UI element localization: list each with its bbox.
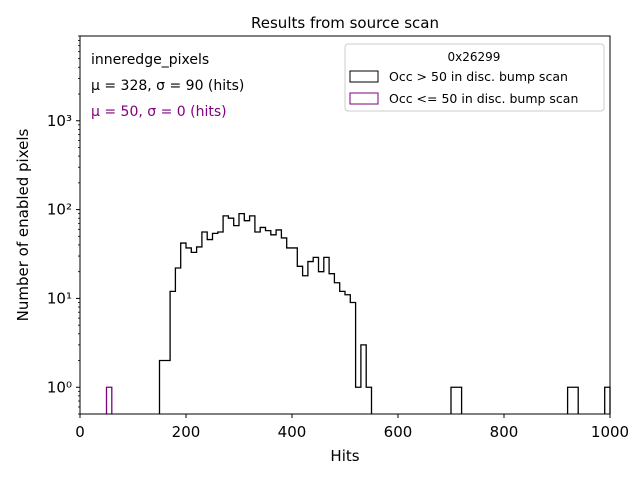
legend-label-high-occ: Occ > 50 in disc. bump scan [389,69,568,84]
legend-swatch-low-occ [349,92,379,105]
y-tick-label: 10¹ [47,289,72,307]
y-tick-label: 10² [47,201,72,219]
y-tick-label: 10⁰ [47,378,72,396]
x-tick-label: 600 [384,423,413,441]
x-tick-label: 0 [75,423,85,441]
plot-frame [79,35,611,415]
histogram-bars [105,213,611,414]
legend: 0x26299 Occ > 50 in disc. bump scan Occ … [344,43,605,112]
y-axis-label: Number of enabled pixels [14,128,32,321]
annotation-stats-low: μ = 50, σ = 0 (hits) [91,104,227,120]
x-tick-label: 800 [490,423,519,441]
legend-box [344,43,605,112]
legend-title: 0x26299 [448,50,501,64]
legend-label-low-occ: Occ <= 50 in disc. bump scan [389,91,578,106]
x-tick-label: 1000 [591,423,629,441]
histogram-step-s1-r0 [105,386,113,414]
histogram-step-s0-r2 [566,386,579,414]
chart-title: Results from source scan [251,14,439,32]
y-axis-minor-ticks [78,35,80,415]
x-tick-label: 400 [278,423,307,441]
x-axis-label: Hits [330,447,359,465]
y-tick-label: 10³ [47,112,72,130]
histogram-step-s0-r1 [450,386,463,414]
histogram-step-s0-r0 [158,213,373,414]
annotation-region-name: inneredge_pixels [91,52,209,68]
y-axis-ticks: 10⁰ 10¹ 10² 10³ [47,112,80,396]
annotation-stats-main: μ = 328, σ = 90 (hits) [91,78,244,94]
legend-swatch-high-occ [349,70,379,83]
x-axis-ticks: 0 200 400 600 800 1000 [75,414,629,441]
x-tick-label: 200 [172,423,201,441]
